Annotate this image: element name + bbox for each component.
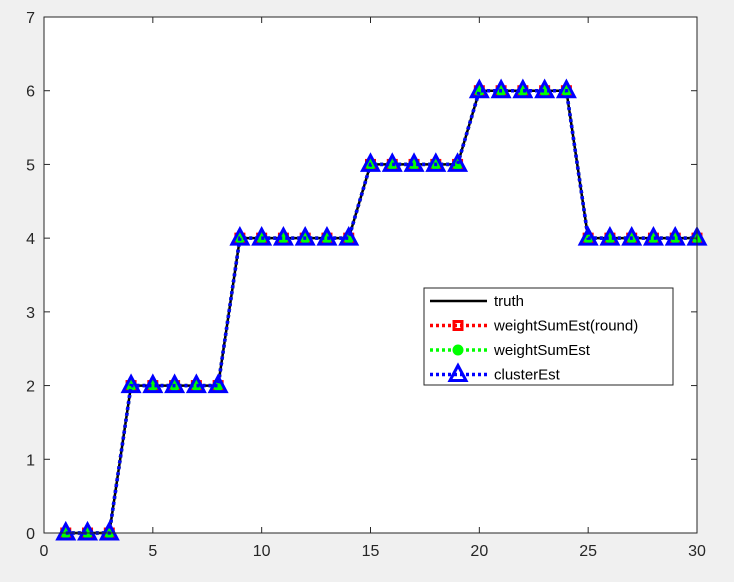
legend-label: clusterEst <box>494 367 561 384</box>
legend: truth weightSumEst(round) weightSumEst clus… <box>423 287 674 386</box>
legend-label: weightSumEst <box>493 342 591 359</box>
y-tick-label: 5 <box>26 157 35 174</box>
data-point <box>207 373 229 394</box>
data-point <box>294 225 316 246</box>
axis-layer: 0 5 10 15 20 25 30 0 1 2 3 4 5 6 7 <box>26 10 706 560</box>
data-point <box>272 225 294 246</box>
legend-entry: weightSumEst(round) <box>430 318 638 335</box>
data-point <box>599 225 621 246</box>
data-point <box>642 225 664 246</box>
x-tick-label: 15 <box>362 543 380 560</box>
data-point <box>512 78 534 99</box>
legend-marker <box>452 344 464 356</box>
data-point <box>251 225 273 246</box>
data-point <box>77 520 99 541</box>
legend-marker <box>452 320 464 331</box>
data-point <box>120 373 142 394</box>
data-point <box>229 225 251 246</box>
y-tick-label: 7 <box>26 10 35 27</box>
data-point <box>468 78 490 99</box>
x-tick-label: 30 <box>688 543 706 560</box>
data-point <box>447 152 469 172</box>
data-point <box>338 225 360 246</box>
data-point <box>555 78 577 99</box>
legend-entry: clusterEst <box>430 362 561 384</box>
data-point <box>577 225 599 246</box>
y-tick-label: 0 <box>26 526 35 543</box>
data-point <box>664 225 686 246</box>
y-tick-label: 6 <box>26 84 35 101</box>
y-tick-label: 3 <box>26 305 35 322</box>
series-line <box>65 88 697 535</box>
data-point <box>403 152 425 172</box>
x-tick-label: 20 <box>470 543 488 560</box>
legend-box <box>423 287 674 386</box>
data-point <box>534 78 556 99</box>
x-tick-label: 25 <box>579 543 597 560</box>
y-tick-label: 2 <box>26 379 35 396</box>
legend-entry: weightSumEst <box>430 342 591 359</box>
x-tick-label: 10 <box>253 543 271 560</box>
legend-label: weightSumEst(round) <box>493 318 638 335</box>
x-tick-label: 5 <box>148 543 157 560</box>
data-point <box>360 152 381 172</box>
data-point <box>98 520 120 541</box>
data-point <box>185 373 207 394</box>
data-point <box>381 152 403 172</box>
data-point <box>490 78 512 99</box>
series-layer <box>55 78 708 541</box>
legend-entry: truth <box>430 293 524 310</box>
x-tick-label: 0 <box>40 543 49 560</box>
data-point <box>621 225 643 246</box>
data-point <box>142 373 164 394</box>
legend-marker <box>447 362 469 382</box>
y-tick-label: 1 <box>26 452 35 469</box>
data-point <box>425 152 447 172</box>
y-tick-label: 4 <box>26 231 35 248</box>
data-point <box>164 373 186 394</box>
data-point <box>316 225 338 246</box>
data-point <box>55 520 77 541</box>
legend-label: truth <box>494 293 524 310</box>
plot-area <box>44 17 697 533</box>
